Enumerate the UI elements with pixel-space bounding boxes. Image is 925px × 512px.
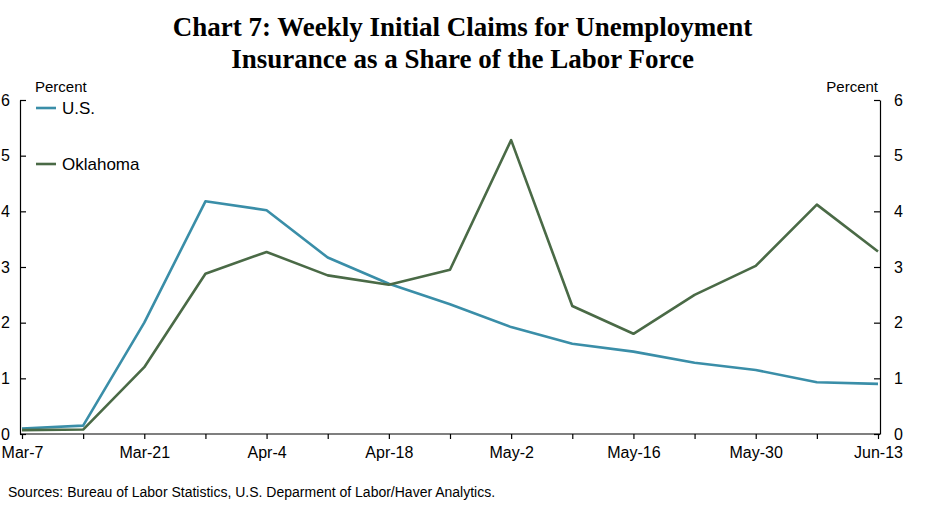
title: Chart 7: Weekly Initial Claims for Unemp… bbox=[173, 12, 753, 74]
tick: 1 bbox=[874, 370, 903, 387]
tick-mark bbox=[817, 434, 818, 439]
tick-mark bbox=[874, 378, 880, 379]
source-note: Sources: Bureau of Labor Statistics, U.S… bbox=[8, 484, 495, 500]
tick-mark bbox=[20, 156, 26, 157]
tick-mark bbox=[83, 434, 84, 439]
tick-label: 6 bbox=[894, 92, 903, 109]
legend-label: Oklahoma bbox=[62, 155, 140, 174]
chart: Chart 7: Weekly Initial Claims for Unemp… bbox=[0, 0, 925, 512]
y-axis-title: Percent bbox=[35, 78, 88, 95]
tick: 6 bbox=[1, 92, 26, 109]
tick-label: 0 bbox=[1, 426, 10, 443]
tick-mark bbox=[22, 434, 23, 439]
tick bbox=[450, 434, 451, 439]
tick-label: Mar-7 bbox=[2, 444, 44, 461]
series-line bbox=[22, 201, 878, 428]
tick: 3 bbox=[1, 259, 26, 276]
tick: Apr-18 bbox=[365, 434, 413, 461]
tick: 2 bbox=[874, 314, 903, 331]
tick: 5 bbox=[1, 147, 26, 164]
tick: 5 bbox=[874, 147, 903, 164]
tick: Apr-4 bbox=[248, 434, 287, 461]
tick-label: May-2 bbox=[489, 444, 534, 461]
tick-mark bbox=[20, 100, 26, 101]
y-axis: 0 1 2 3 4 5 6 bbox=[1, 92, 26, 443]
tick-mark bbox=[878, 434, 879, 439]
tick-mark bbox=[205, 434, 206, 439]
tick: 4 bbox=[874, 203, 903, 220]
tick-label: 4 bbox=[894, 203, 903, 220]
tick bbox=[328, 434, 329, 439]
tick-mark bbox=[450, 434, 451, 439]
tick-label: Apr-4 bbox=[248, 444, 287, 461]
tick bbox=[695, 434, 696, 439]
tick-mark bbox=[874, 100, 880, 101]
tick bbox=[83, 434, 84, 439]
tick: May-16 bbox=[607, 434, 660, 461]
tick-label: 1 bbox=[894, 370, 903, 387]
tick-mark bbox=[756, 434, 757, 439]
tick-mark bbox=[874, 323, 880, 324]
tick-mark bbox=[266, 434, 267, 439]
y-axis-title-right: Percent bbox=[826, 78, 879, 95]
tick-mark bbox=[389, 434, 390, 439]
lines bbox=[22, 140, 878, 430]
tick bbox=[572, 434, 573, 439]
tick: 4 bbox=[1, 203, 26, 220]
y-axis-right: 0 1 2 3 4 5 6 bbox=[874, 92, 903, 443]
tick: Mar-21 bbox=[119, 434, 170, 461]
series-line bbox=[22, 140, 878, 430]
tick-label: 1 bbox=[1, 370, 10, 387]
tick-label: 0 bbox=[894, 426, 903, 443]
tick-mark bbox=[874, 267, 880, 268]
tick-label: 5 bbox=[894, 147, 903, 164]
tick-mark bbox=[20, 211, 26, 212]
tick-mark bbox=[20, 378, 26, 379]
tick bbox=[205, 434, 206, 439]
tick-mark bbox=[20, 267, 26, 268]
tick: 1 bbox=[1, 370, 26, 387]
tick-mark bbox=[874, 156, 880, 157]
tick-mark bbox=[633, 434, 634, 439]
tick-mark bbox=[144, 434, 145, 439]
tick-label: Jun-13 bbox=[854, 444, 903, 461]
legend-swatch bbox=[36, 107, 56, 110]
tick-label: 5 bbox=[1, 147, 10, 164]
tick bbox=[817, 434, 818, 439]
tick-mark bbox=[572, 434, 573, 439]
legend-swatch bbox=[36, 163, 56, 166]
tick: Mar-7 bbox=[2, 434, 44, 461]
tick-label: 3 bbox=[1, 259, 10, 276]
tick-mark bbox=[328, 434, 329, 439]
y-axis-right-line bbox=[880, 101, 881, 435]
tick: Jun-13 bbox=[854, 434, 903, 461]
tick-mark bbox=[874, 211, 880, 212]
legend: U.S. Oklahoma bbox=[36, 99, 140, 174]
tick-label: 3 bbox=[894, 259, 903, 276]
tick-label: May-30 bbox=[730, 444, 783, 461]
tick-label: 2 bbox=[1, 314, 10, 331]
tick-label: Apr-18 bbox=[365, 444, 413, 461]
x-axis: Mar-7 Mar-21 Apr-4 Apr-18 May-2 May-16 May-30 J… bbox=[2, 434, 903, 461]
tick-label: Mar-21 bbox=[119, 444, 170, 461]
tick-label: 2 bbox=[894, 314, 903, 331]
tick-label: May-16 bbox=[607, 444, 660, 461]
tick: 0 bbox=[874, 426, 903, 443]
tick: 2 bbox=[1, 314, 26, 331]
tick-mark bbox=[694, 434, 695, 439]
legend-label: U.S. bbox=[62, 99, 95, 118]
tick: May-30 bbox=[730, 434, 783, 461]
tick-label: 6 bbox=[1, 92, 10, 109]
tick: May-2 bbox=[489, 434, 534, 461]
tick-mark bbox=[511, 434, 512, 439]
tick-label: 4 bbox=[1, 203, 10, 220]
tick: 3 bbox=[874, 259, 903, 276]
tick: 6 bbox=[874, 92, 903, 109]
tick-mark bbox=[20, 323, 26, 324]
